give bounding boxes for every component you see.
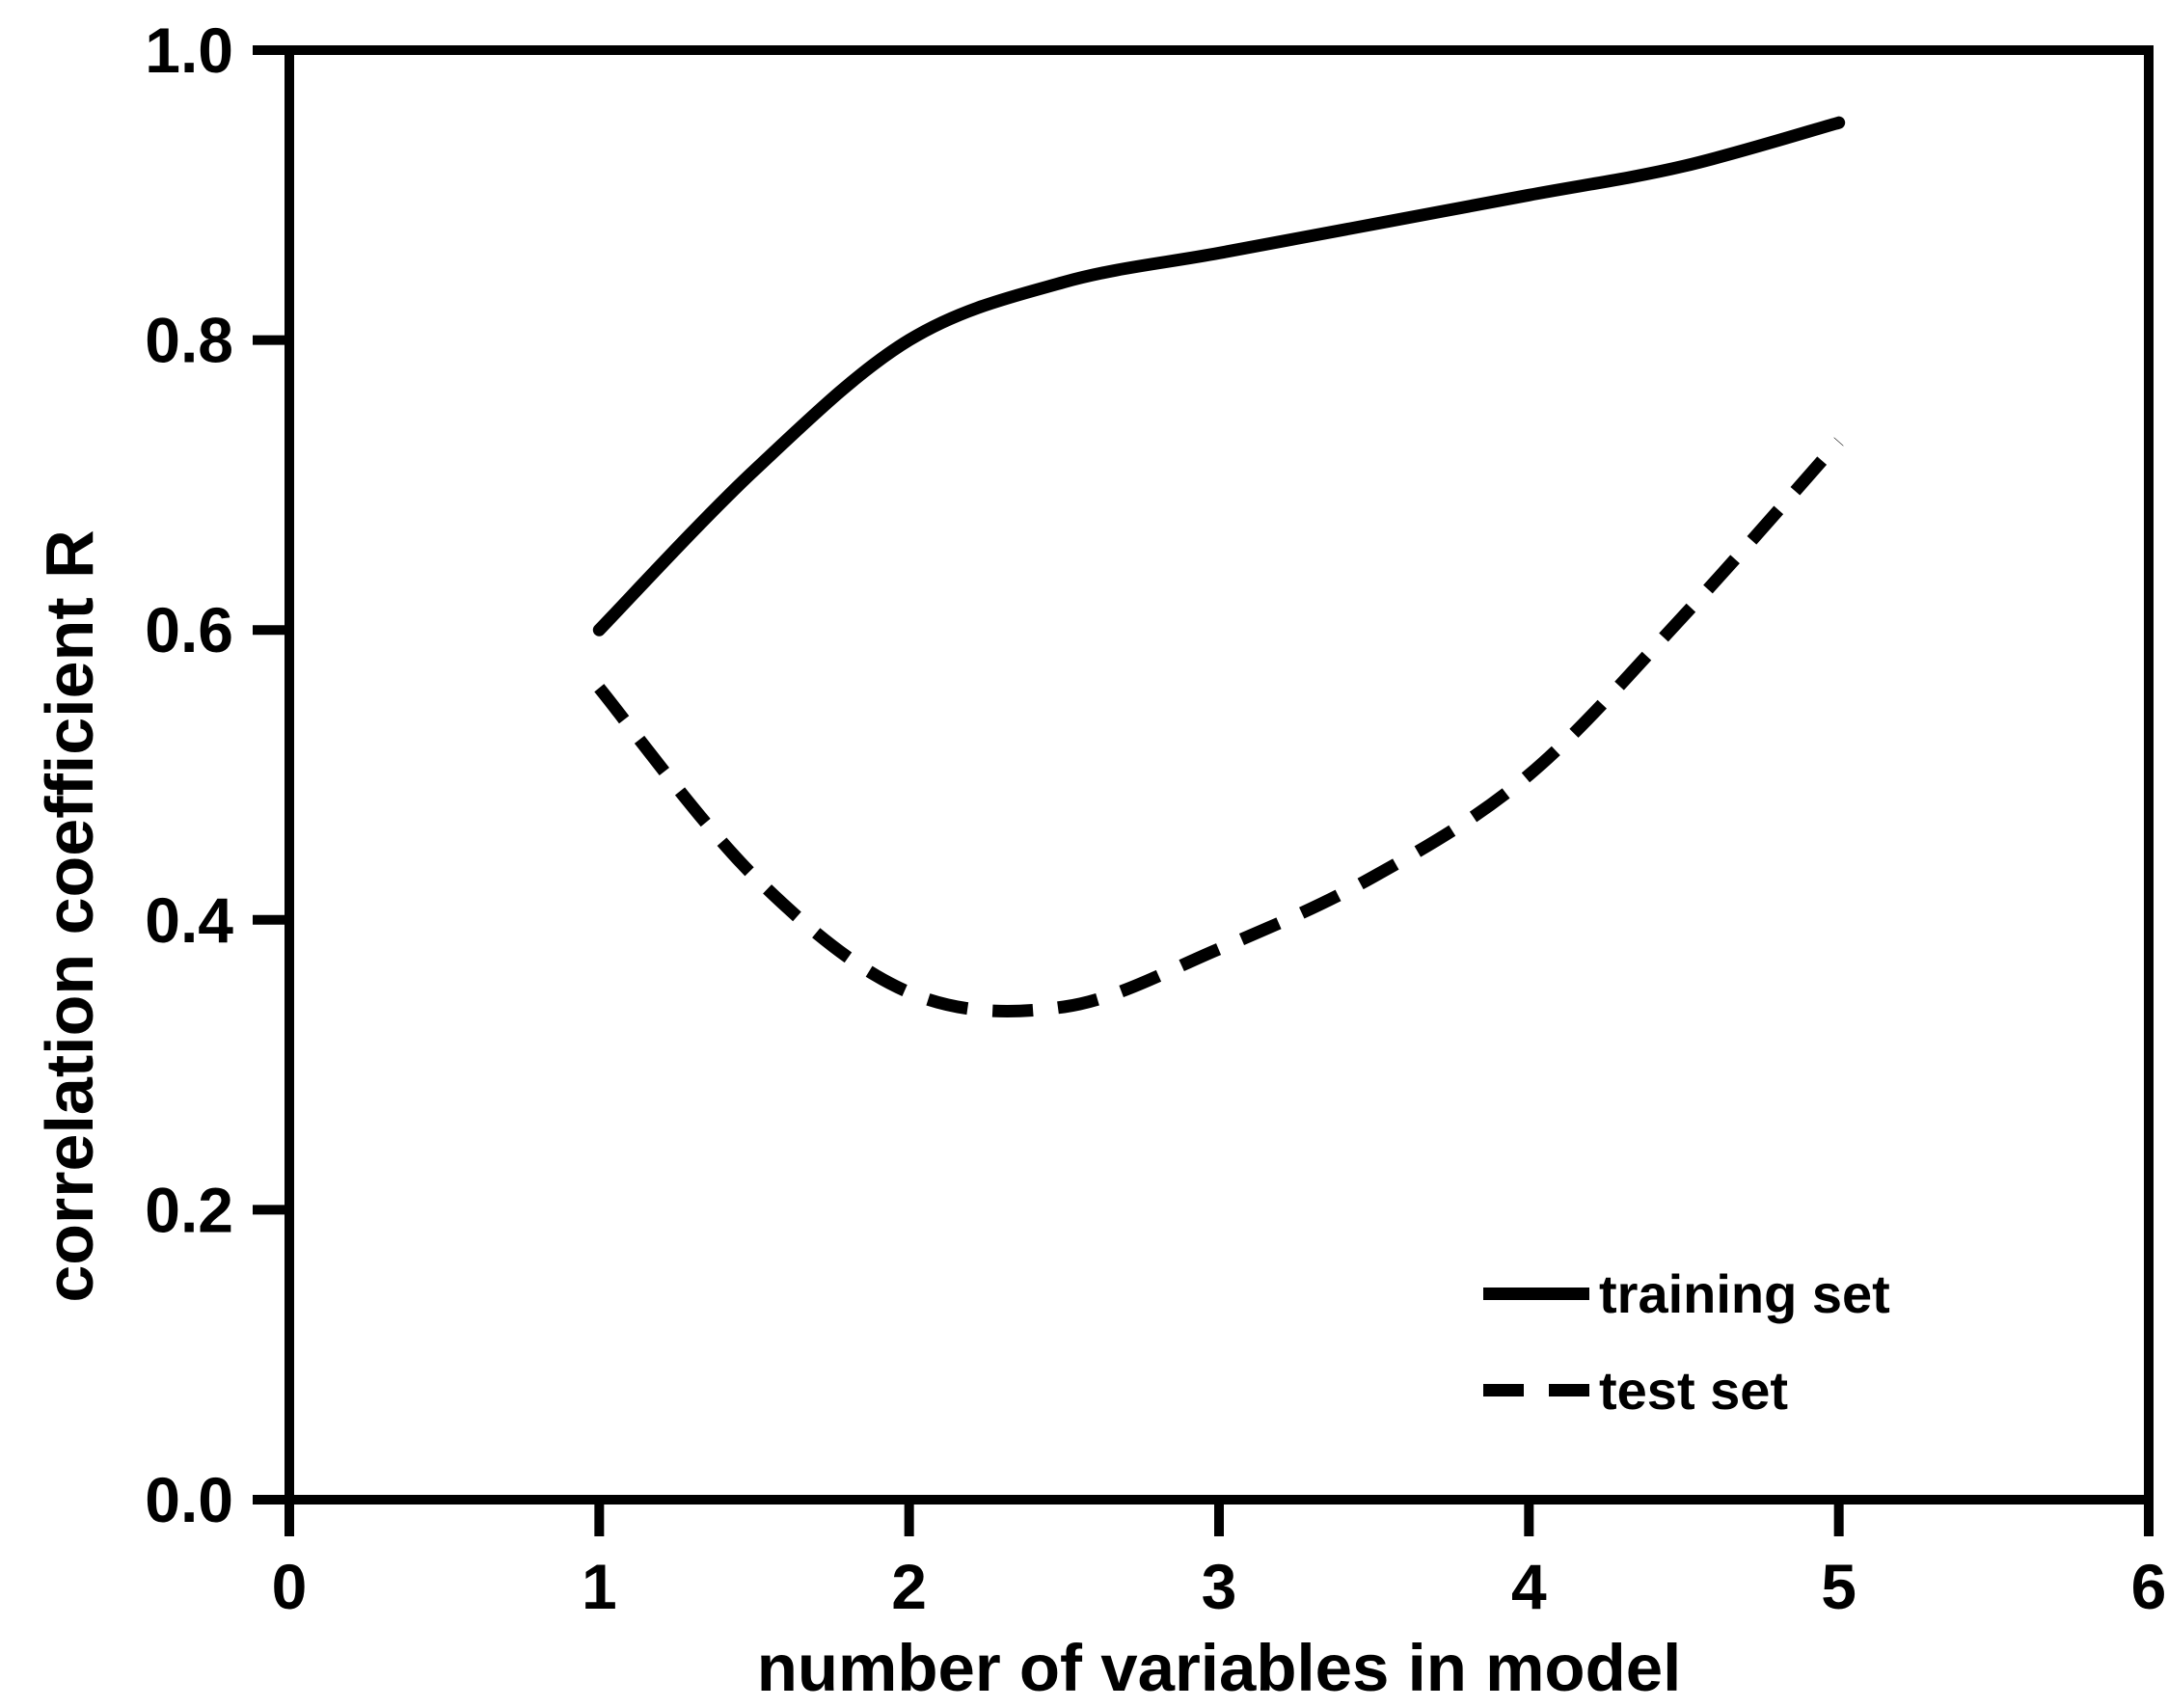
y-tick-label: 1.0: [145, 14, 233, 86]
legend-item-training-set: training set: [1483, 1245, 1890, 1342]
x-tick-label: 0: [272, 1551, 308, 1622]
legend-label-test-set: test set: [1599, 1359, 1789, 1421]
x-tick-label: 5: [1821, 1551, 1856, 1622]
solid-line-swatch: [1483, 1287, 1589, 1300]
x-tick-label: 3: [1202, 1551, 1237, 1622]
x-tick-label: 4: [1511, 1551, 1547, 1622]
y-tick-label: 0.6: [145, 594, 233, 665]
y-tick-label: 0.0: [145, 1464, 233, 1535]
y-axis-title: correlation coefficient R: [32, 529, 107, 1303]
legend: training set test set: [1483, 1245, 1890, 1438]
y-tick-label: 0.4: [145, 884, 233, 956]
legend-label-training-set: training set: [1599, 1262, 1890, 1324]
x-tick-label: 1: [582, 1551, 617, 1622]
x-tick-label: 6: [2131, 1551, 2167, 1622]
y-tick-label: 0.8: [145, 305, 233, 376]
training-set-line: [592, 116, 1846, 637]
x-tick-label: 2: [891, 1551, 927, 1622]
dashed-line-swatch: [1483, 1383, 1589, 1396]
x-axis-title: number of variables in model: [756, 1631, 1682, 1705]
test-set-line: [594, 437, 1844, 1017]
legend-item-test-set: test set: [1483, 1342, 1890, 1438]
y-tick-label: 0.2: [145, 1174, 233, 1245]
